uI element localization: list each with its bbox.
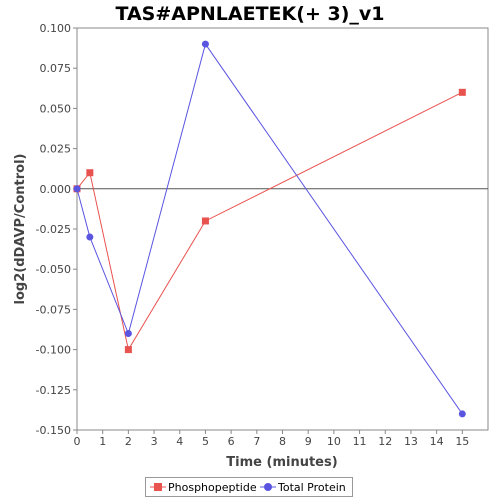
x-tick-label: 7 (253, 435, 260, 448)
x-tick-label: 13 (404, 435, 418, 448)
x-tick-label: 8 (279, 435, 286, 448)
data-point-total-protein (124, 330, 132, 338)
y-tick-label: -0.100 (36, 344, 71, 357)
y-tick-label: -0.150 (36, 424, 71, 437)
y-axis-title: log2(dDAVP/Control) (13, 154, 28, 305)
x-tick-label: 11 (353, 435, 367, 448)
x-tick-label: 9 (305, 435, 312, 448)
legend-label-phosphopeptide: Phosphopeptide (168, 481, 257, 494)
x-tick-label: 0 (74, 435, 81, 448)
x-tick-label: 4 (176, 435, 183, 448)
x-tick-label: 1 (99, 435, 106, 448)
x-tick-label: 5 (202, 435, 209, 448)
x-tick-label: 12 (378, 435, 392, 448)
data-point-total-protein (201, 40, 209, 48)
y-tick-label: -0.050 (36, 263, 71, 276)
data-point-phosphopeptide (201, 217, 209, 225)
data-point-total-protein (86, 233, 94, 241)
chart-title: TAS#APNLAETEK(+ 3)_v1 (115, 3, 385, 25)
x-axis-title: Time (minutes) (226, 455, 337, 470)
y-tick-label: -0.025 (36, 223, 71, 236)
x-tick-label: 10 (327, 435, 341, 448)
data-point-phosphopeptide (458, 88, 466, 96)
x-tick-label: 6 (228, 435, 235, 448)
x-tick-label: 3 (151, 435, 158, 448)
series-layer (73, 40, 466, 418)
x-tick-label: 14 (430, 435, 444, 448)
legend: Phosphopeptide Total Protein (145, 477, 353, 497)
legend-label-total-protein: Total Protein (278, 481, 346, 494)
axis-ticks: 0.100 0.075 0.050 0.025 0.000 -0.025 -0.050 -0.… (36, 22, 470, 448)
data-point-total-protein (458, 410, 466, 418)
y-tick-label: -0.125 (36, 384, 71, 397)
plot-area (76, 27, 489, 431)
y-tick-label: 0.000 (40, 183, 72, 196)
data-point-total-protein (73, 185, 81, 193)
y-tick-label: 0.025 (40, 143, 72, 156)
x-tick-label: 15 (455, 435, 469, 448)
y-tick-label: 0.050 (40, 102, 72, 115)
x-tick-label: 2 (125, 435, 132, 448)
data-point-phosphopeptide (86, 169, 94, 177)
legend-circle-marker-icon (260, 483, 276, 491)
legend-square-marker-icon (150, 483, 166, 491)
y-tick-label: 0.100 (40, 22, 72, 35)
data-point-phosphopeptide (124, 346, 132, 354)
y-tick-label: 0.075 (40, 62, 72, 75)
y-tick-label: -0.075 (36, 303, 71, 316)
